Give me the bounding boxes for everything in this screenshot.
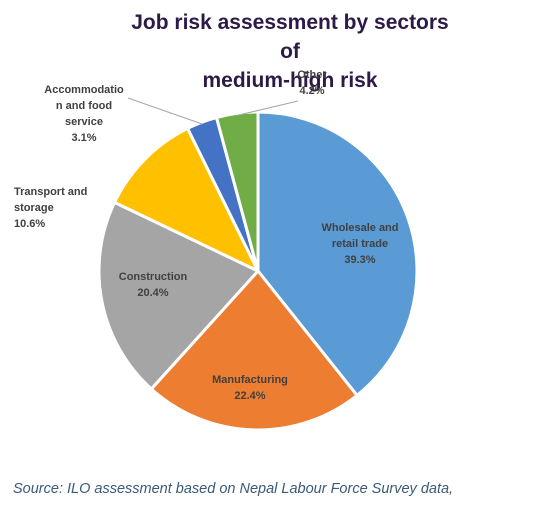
label-accommodation-food: Accommodatio n and food service 3.1% [36,82,132,146]
label-accommodation-food-name-1: Accommodatio [44,84,124,96]
pie-slice-transport-and-storage [113,126,260,273]
chart-title: Job risk assessment by sectors of medium… [120,8,460,95]
label-other-name: Other [297,69,327,81]
label-construction: Construction 20.4% [101,269,205,301]
leader-line-other [237,100,299,116]
label-other-value: 4.2% [299,85,325,97]
pie-slice-construction [97,200,260,391]
chart-title-line-1: Job risk assessment by sectors of [131,11,449,63]
label-manufacturing: Manufacturing 22.4% [195,372,305,404]
label-wholesale-retail: Wholesale and retail trade 39.3% [305,220,415,268]
pie-slice-manufacturing [149,269,359,432]
label-other: Other 4.2% [282,67,342,99]
label-wholesale-retail-value: 39.3% [344,254,376,266]
source-note: Source: ILO assessment based on Nepal La… [13,481,454,497]
pie-slice-other [215,110,260,273]
pie-slice-wholesale-and-retail-trade [256,110,419,397]
label-transport-storage-value: 10.6% [14,218,46,230]
chart-title-line-2: medium-high risk [202,69,378,92]
label-transport-storage: Transport and storage 10.6% [14,184,106,232]
label-manufacturing-value: 22.4% [234,390,266,402]
label-accommodation-food-name-2: n and food [55,100,113,112]
label-manufacturing-name: Manufacturing [212,374,288,386]
label-transport-storage-name-2: storage [14,202,54,214]
label-wholesale-retail-name-2: retail trade [331,238,389,250]
label-transport-storage-name-1: Transport and [14,186,88,198]
label-construction-name: Construction [118,271,188,283]
label-construction-value: 20.4% [137,287,169,299]
leader-line-accommodation-and-food-service [127,97,203,125]
label-accommodation-food-value: 3.1% [71,132,97,144]
label-accommodation-food-name-3: service [65,116,103,128]
label-wholesale-retail-name-1: Wholesale and [321,222,399,234]
